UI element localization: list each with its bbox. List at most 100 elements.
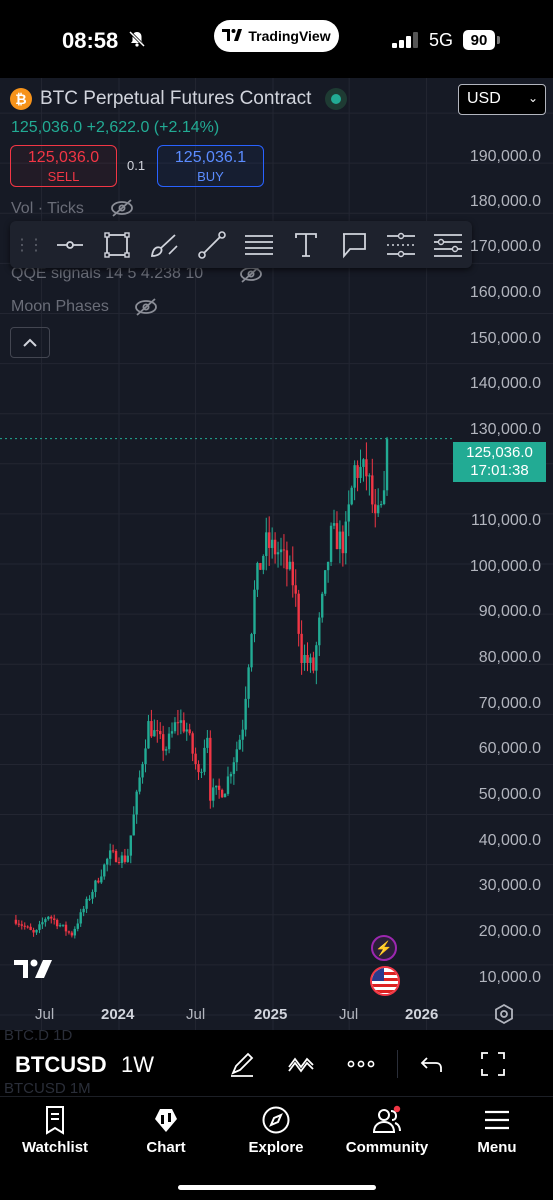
- candle-up: [376, 505, 380, 514]
- indicator-volume[interactable]: Vol · Ticks: [11, 200, 84, 217]
- candle-up: [385, 438, 389, 491]
- indicator-qqe[interactable]: QQE signals 14 5 4.238 10: [11, 265, 204, 282]
- drawing-toolbar[interactable]: ⋮⋮: [10, 221, 472, 268]
- date-range-tool-icon[interactable]: [425, 221, 472, 268]
- chart-area[interactable]: ₿ BTC Perpetual Futures Contract 125,036…: [0, 78, 553, 1030]
- candle-up: [238, 739, 241, 750]
- indicators-icon[interactable]: [287, 1050, 315, 1078]
- tab-label: Watchlist: [21, 1139, 89, 1156]
- menu-icon: [485, 1110, 509, 1130]
- symbol-title[interactable]: BTC Perpetual Futures Contract: [40, 88, 312, 109]
- status-bar: 08:58 TradingView 5G 90: [0, 0, 553, 78]
- tab-label: Menu: [477, 1139, 517, 1156]
- candle-down: [300, 633, 303, 663]
- candle-down: [259, 563, 262, 570]
- interval-button[interactable]: 1W: [121, 1052, 154, 1077]
- settings-icon[interactable]: [493, 1003, 515, 1025]
- symbol-search-button[interactable]: BTCUSD: [15, 1052, 107, 1077]
- candle-down: [365, 459, 368, 477]
- candle-down: [117, 861, 121, 863]
- candle-up: [318, 617, 321, 646]
- drag-handle-icon[interactable]: ⋮⋮: [13, 236, 44, 254]
- candle-down: [273, 539, 277, 555]
- horizontal-line-tool-icon[interactable]: [46, 221, 93, 268]
- brush-tool-icon[interactable]: [141, 221, 188, 268]
- sell-button[interactable]: 125,036.0 SELL: [10, 145, 117, 187]
- undo-icon[interactable]: [418, 1050, 446, 1078]
- candle-up: [79, 912, 82, 924]
- price-axis-label: 180,000.0: [469, 193, 541, 210]
- collapse-indicators-button[interactable]: [10, 327, 50, 358]
- candle-up: [344, 521, 347, 554]
- candle-up: [58, 925, 62, 927]
- candle-up: [347, 504, 350, 522]
- buy-button[interactable]: 125,036.1 BUY: [157, 145, 264, 187]
- candle-down: [161, 734, 165, 751]
- tab-label: Explore: [248, 1139, 304, 1156]
- last-price-value: 125,036.0: [466, 444, 533, 461]
- currency-select[interactable]: USD ⌄: [458, 84, 546, 115]
- time-axis-label: Jul: [339, 1006, 359, 1023]
- candle-up: [332, 523, 336, 526]
- candle-down: [371, 475, 374, 505]
- candle-up: [241, 729, 244, 740]
- price-axis-label: 170,000.0: [469, 238, 541, 255]
- candle-up: [35, 929, 38, 933]
- candle-up: [94, 880, 97, 892]
- candle-up: [323, 570, 327, 594]
- candle-up: [256, 563, 259, 590]
- tab-explore[interactable]: Explore: [226, 1105, 326, 1156]
- market-status-icon[interactable]: [325, 88, 348, 110]
- candle-up: [100, 876, 103, 883]
- candle-up: [103, 864, 106, 877]
- candle-down: [291, 561, 294, 586]
- indicator-moon-phases[interactable]: Moon Phases: [11, 298, 109, 315]
- candle-down: [159, 731, 162, 735]
- candle-up: [288, 561, 292, 570]
- candle-down: [297, 593, 300, 634]
- time-axis-label: 2024: [101, 1006, 135, 1023]
- candle-up: [321, 593, 324, 618]
- candle-up: [129, 835, 132, 856]
- candle-up: [206, 737, 209, 748]
- candle-down: [150, 721, 153, 737]
- price-axis-label: 150,000.0: [469, 330, 541, 347]
- candle-up: [276, 552, 280, 555]
- candle-up: [167, 733, 171, 750]
- tab-watchlist[interactable]: Watchlist: [5, 1105, 105, 1156]
- candle-up: [126, 855, 130, 862]
- drawing-pen-icon[interactable]: [228, 1050, 256, 1078]
- price-axis-label: 90,000.0: [478, 603, 541, 620]
- tradingview-pill[interactable]: TradingView: [214, 20, 339, 52]
- candle-down: [182, 720, 185, 732]
- candle-up: [173, 722, 177, 732]
- symbol-header[interactable]: ₿ BTC Perpetual Futures Contract: [10, 88, 348, 110]
- price-axis-label: 130,000.0: [469, 421, 541, 438]
- lightning-icon[interactable]: ⚡: [371, 935, 397, 961]
- tab-chart[interactable]: Chart: [116, 1105, 216, 1156]
- status-time: 08:58: [62, 28, 119, 53]
- rectangle-tool-icon[interactable]: [93, 221, 140, 268]
- candle-up: [85, 898, 88, 909]
- chevron-down-icon: ⌄: [527, 91, 538, 105]
- trend-line-tool-icon[interactable]: [188, 221, 235, 268]
- fib-retracement-tool-icon[interactable]: [235, 221, 282, 268]
- more-options-icon[interactable]: [347, 1050, 375, 1078]
- candle-up: [88, 898, 91, 900]
- candle-down: [156, 730, 159, 732]
- us-flag-icon[interactable]: [370, 966, 400, 996]
- tab-menu[interactable]: Menu: [447, 1105, 547, 1156]
- fullscreen-icon[interactable]: [479, 1050, 507, 1078]
- candle-up: [315, 645, 318, 671]
- time-axis-label: 2026: [405, 1006, 439, 1023]
- callout-tool-icon[interactable]: [330, 221, 377, 268]
- eye-off-icon[interactable]: [133, 297, 159, 317]
- candle-down: [50, 916, 53, 919]
- price-range-tool-icon[interactable]: [377, 221, 424, 268]
- eye-off-icon[interactable]: [238, 264, 264, 284]
- price-axis-label: 60,000.0: [478, 740, 541, 757]
- text-tool-icon[interactable]: [283, 221, 330, 268]
- tab-community[interactable]: Community: [337, 1105, 437, 1156]
- eye-off-icon[interactable]: [109, 198, 135, 218]
- price-axis-label: 80,000.0: [478, 649, 541, 666]
